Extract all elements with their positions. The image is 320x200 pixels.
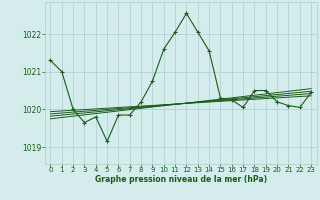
X-axis label: Graphe pression niveau de la mer (hPa): Graphe pression niveau de la mer (hPa) (95, 175, 267, 184)
